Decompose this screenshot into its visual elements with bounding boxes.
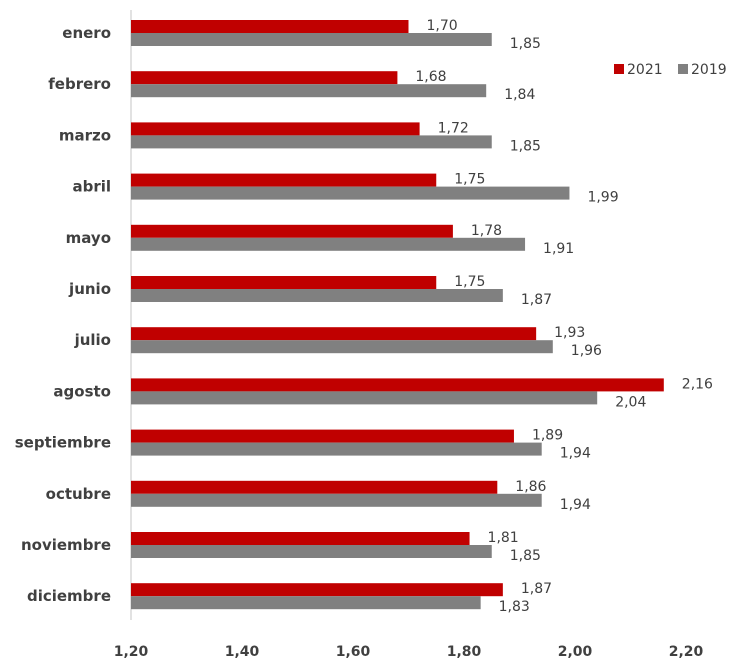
value-label-2019-junio: 1,87 xyxy=(521,292,552,308)
bar-2019-mayo xyxy=(131,237,526,251)
bar-2019-enero xyxy=(131,33,492,46)
x-tick-label: 2,00 xyxy=(558,644,593,660)
category-label-abril: abril xyxy=(72,178,111,196)
category-label-febrero: febrero xyxy=(48,75,111,93)
x-axis-tick-labels: 1,20 1,40 1,60 1,80 2,00 2,20 xyxy=(114,644,704,660)
x-tick-label: 2,20 xyxy=(669,644,704,660)
category-label-enero: enero xyxy=(62,24,111,42)
bar-2021-mayo xyxy=(131,224,453,238)
bar-2021-febrero xyxy=(131,71,398,85)
category-label-junio: junio xyxy=(68,280,111,298)
value-label-2019-enero: 1,85 xyxy=(510,36,541,52)
bar-2019-septiembre xyxy=(131,442,542,456)
bar-2019-marzo xyxy=(131,135,492,149)
category-label-julio: julio xyxy=(74,331,111,349)
bar-2019-octubre xyxy=(131,493,542,507)
value-label-2019-octubre: 1,94 xyxy=(560,497,591,513)
bar-2019-febrero xyxy=(131,84,487,98)
value-label-2021-mayo: 1,78 xyxy=(471,223,502,239)
bar-2021-diciembre xyxy=(131,583,503,597)
value-label-2021-agosto: 2,16 xyxy=(682,376,713,392)
value-label-2019-mayo: 1,91 xyxy=(543,241,574,257)
bar-2021-julio xyxy=(131,327,537,341)
bars-group xyxy=(131,20,664,610)
bar-2019-junio xyxy=(131,289,503,302)
bar-2019-diciembre xyxy=(131,596,481,610)
legend-swatch-2021 xyxy=(614,64,624,74)
value-label-2021-junio: 1,75 xyxy=(454,274,485,290)
category-label-marzo: marzo xyxy=(59,126,111,144)
legend-label-2019: 2019 xyxy=(691,62,727,78)
bar-2019-julio xyxy=(131,340,553,354)
value-label-2021-marzo: 1,72 xyxy=(438,120,469,136)
x-tick-label: 1,80 xyxy=(447,644,482,660)
category-label-septiembre: septiembre xyxy=(15,434,111,452)
bar-2021-marzo xyxy=(131,122,420,136)
value-label-2019-agosto: 2,04 xyxy=(615,394,646,410)
bar-2019-agosto xyxy=(131,391,598,405)
value-label-2019-abril: 1,99 xyxy=(587,190,618,206)
category-label-octubre: octubre xyxy=(46,485,111,503)
value-label-2021-abril: 1,75 xyxy=(454,172,485,188)
value-label-2019-noviembre: 1,85 xyxy=(510,548,541,564)
bar-2021-junio xyxy=(131,276,437,289)
category-labels: enero febrero marzo abril mayo junio julio agos… xyxy=(15,24,111,605)
value-label-2021-febrero: 1,68 xyxy=(415,69,446,85)
bar-2021-octubre xyxy=(131,480,498,494)
legend-swatch-2019 xyxy=(678,64,688,74)
x-tick-label: 1,20 xyxy=(114,644,149,660)
bar-2021-noviembre xyxy=(131,532,470,545)
category-label-mayo: mayo xyxy=(66,229,111,247)
value-label-2021-enero: 1,70 xyxy=(427,18,458,34)
bar-2021-enero xyxy=(131,20,409,33)
x-tick-label: 1,60 xyxy=(336,644,371,660)
bar-2019-abril xyxy=(131,186,570,200)
value-label-2019-julio: 1,96 xyxy=(571,343,602,359)
bar-2021-abril xyxy=(131,173,437,187)
value-label-2021-diciembre: 1,87 xyxy=(521,581,552,597)
legend-label-2021: 2021 xyxy=(627,62,663,78)
category-label-agosto: agosto xyxy=(53,382,111,400)
bar-2021-septiembre xyxy=(131,429,514,443)
value-label-2019-diciembre: 1,83 xyxy=(499,599,530,615)
category-label-diciembre: diciembre xyxy=(27,587,111,605)
value-label-2019-septiembre: 1,94 xyxy=(560,446,591,462)
bar-2021-agosto xyxy=(131,378,664,392)
value-label-2021-noviembre: 1,81 xyxy=(488,530,519,546)
value-label-2021-julio: 1,93 xyxy=(554,325,585,341)
value-label-2021-octubre: 1,86 xyxy=(515,479,546,495)
legend: 2021 2019 xyxy=(614,62,727,78)
value-labels: 1,70 1,85 1,68 1,84 1,72 1,85 1,75 1,99 1,78 1,91… xyxy=(415,18,713,615)
value-label-2019-febrero: 1,84 xyxy=(504,87,535,103)
x-tick-label: 1,40 xyxy=(225,644,260,660)
bar-2019-noviembre xyxy=(131,545,492,558)
category-label-noviembre: noviembre xyxy=(21,536,111,554)
value-label-2019-marzo: 1,85 xyxy=(510,138,541,154)
value-label-2021-septiembre: 1,89 xyxy=(532,428,563,444)
